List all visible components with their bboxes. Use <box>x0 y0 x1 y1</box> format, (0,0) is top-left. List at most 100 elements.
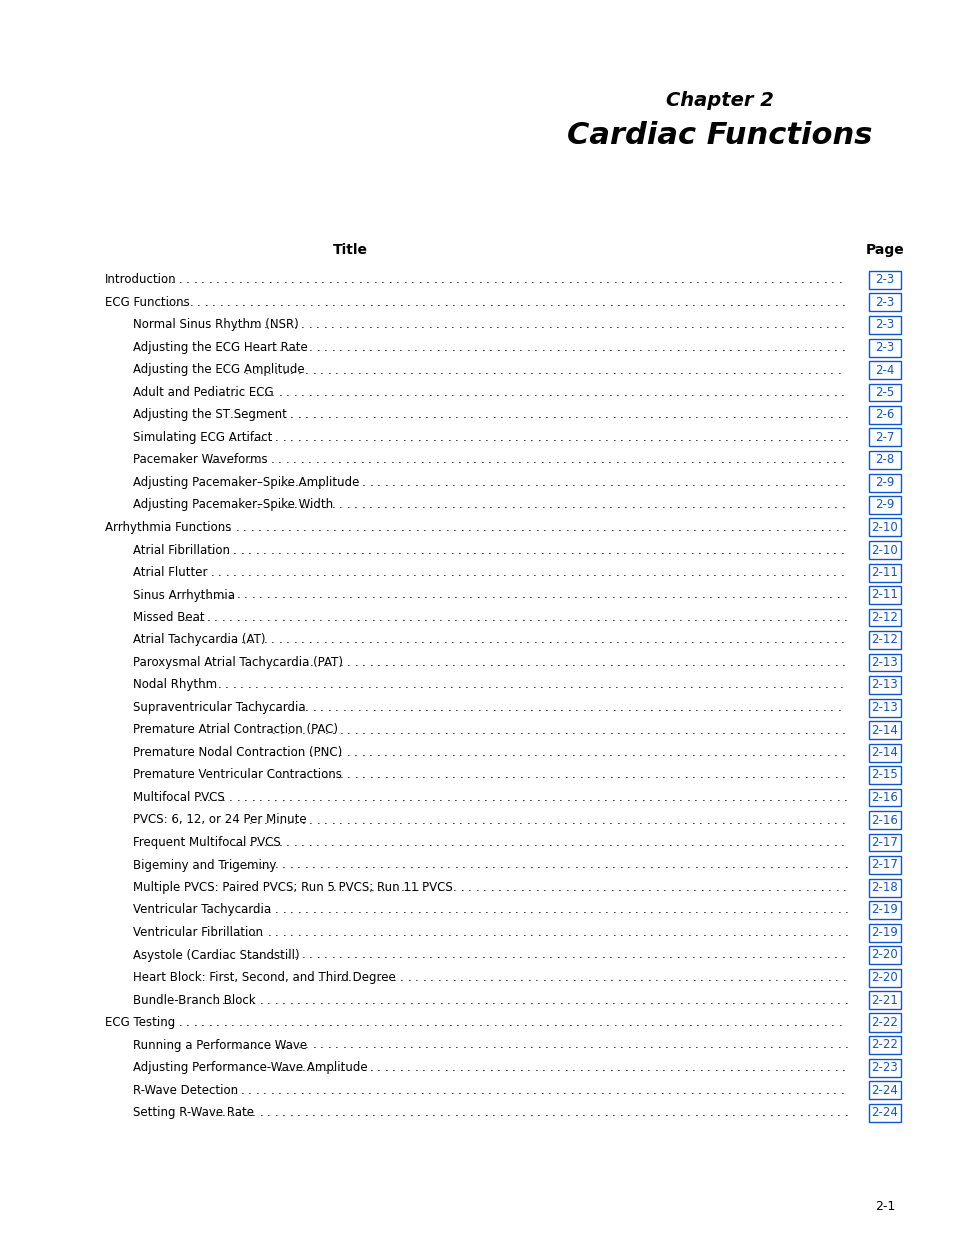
Text: .: . <box>436 724 440 736</box>
Text: .: . <box>474 499 477 511</box>
Text: .: . <box>289 1107 293 1119</box>
Text: .: . <box>682 1083 686 1097</box>
Text: .: . <box>806 926 810 939</box>
Text: .: . <box>724 431 728 445</box>
Text: .: . <box>825 387 829 399</box>
Text: .: . <box>558 971 560 984</box>
Text: .: . <box>245 926 249 939</box>
Text: .: . <box>534 656 537 669</box>
Text: .: . <box>234 296 238 309</box>
Text: .: . <box>285 678 289 692</box>
Text: .: . <box>803 746 807 760</box>
Text: .: . <box>761 993 765 1007</box>
Text: .: . <box>259 1039 263 1051</box>
Text: .: . <box>746 1107 750 1119</box>
Text: .: . <box>458 634 462 646</box>
Text: .: . <box>677 1061 680 1074</box>
Text: .: . <box>425 701 429 714</box>
Text: .: . <box>248 566 252 579</box>
Text: .: . <box>578 678 581 692</box>
Text: .: . <box>349 993 353 1007</box>
Text: .: . <box>290 409 294 421</box>
Text: .: . <box>383 319 387 331</box>
Text: .: . <box>578 499 582 511</box>
Text: 2-6: 2-6 <box>875 409 894 421</box>
Text: .: . <box>687 701 691 714</box>
Text: .: . <box>469 858 473 872</box>
Text: .: . <box>695 701 699 714</box>
Text: .: . <box>611 589 615 601</box>
Text: .: . <box>556 499 559 511</box>
Text: .: . <box>305 363 309 377</box>
Text: .: . <box>807 701 810 714</box>
Text: .: . <box>476 993 480 1007</box>
Text: .: . <box>305 1039 309 1051</box>
Text: .: . <box>319 1107 323 1119</box>
Text: 2-11: 2-11 <box>871 589 898 601</box>
Text: .: . <box>709 1039 713 1051</box>
Text: .: . <box>617 724 620 736</box>
Text: .: . <box>333 881 336 894</box>
Text: .: . <box>518 341 522 354</box>
Text: .: . <box>447 858 451 872</box>
Text: .: . <box>211 543 214 557</box>
Text: .: . <box>757 678 760 692</box>
Text: .: . <box>256 814 260 826</box>
Text: .: . <box>383 543 387 557</box>
Text: .: . <box>268 363 271 377</box>
Text: .: . <box>502 453 506 467</box>
Text: .: . <box>383 814 387 826</box>
Text: .: . <box>317 521 321 534</box>
Text: .: . <box>563 948 567 962</box>
Text: .: . <box>717 363 720 377</box>
Text: .: . <box>544 904 548 916</box>
Text: .: . <box>489 296 493 309</box>
Text: .: . <box>525 387 529 399</box>
Text: .: . <box>462 409 466 421</box>
Text: .: . <box>654 475 658 489</box>
Text: .: . <box>480 566 483 579</box>
Text: .: . <box>623 836 627 848</box>
Text: .: . <box>740 363 743 377</box>
Text: .: . <box>375 836 379 848</box>
Text: .: . <box>230 926 233 939</box>
Text: .: . <box>706 768 710 782</box>
Text: .: . <box>534 341 537 354</box>
Text: .: . <box>772 566 776 579</box>
Text: .: . <box>430 881 434 894</box>
Text: .: . <box>287 475 291 489</box>
Text: .: . <box>537 790 540 804</box>
Text: .: . <box>338 499 342 511</box>
Text: .: . <box>278 948 282 962</box>
Text: .: . <box>806 904 810 916</box>
Text: .: . <box>639 656 642 669</box>
Text: .: . <box>705 836 709 848</box>
Text: .: . <box>691 341 695 354</box>
Text: .: . <box>533 387 537 399</box>
Text: .: . <box>237 926 241 939</box>
Text: .: . <box>497 971 501 984</box>
Text: .: . <box>480 543 484 557</box>
Text: .: . <box>339 656 343 669</box>
Text: .: . <box>818 814 821 826</box>
Text: .: . <box>585 543 589 557</box>
Text: .: . <box>255 566 259 579</box>
Text: .: . <box>552 409 556 421</box>
Text: .: . <box>293 678 296 692</box>
Text: .: . <box>335 273 339 287</box>
Text: .: . <box>608 634 612 646</box>
Text: .: . <box>421 475 425 489</box>
Text: .: . <box>338 814 342 826</box>
Text: .: . <box>570 453 574 467</box>
Text: .: . <box>631 814 635 826</box>
Text: .: . <box>679 904 683 916</box>
Text: .: . <box>535 296 537 309</box>
Text: .: . <box>710 273 714 287</box>
Text: .: . <box>676 746 679 760</box>
Text: .: . <box>323 634 327 646</box>
Text: .: . <box>774 1061 778 1074</box>
Text: .: . <box>469 409 473 421</box>
Text: .: . <box>346 387 350 399</box>
Text: .: . <box>257 521 261 534</box>
Text: .: . <box>604 904 608 916</box>
